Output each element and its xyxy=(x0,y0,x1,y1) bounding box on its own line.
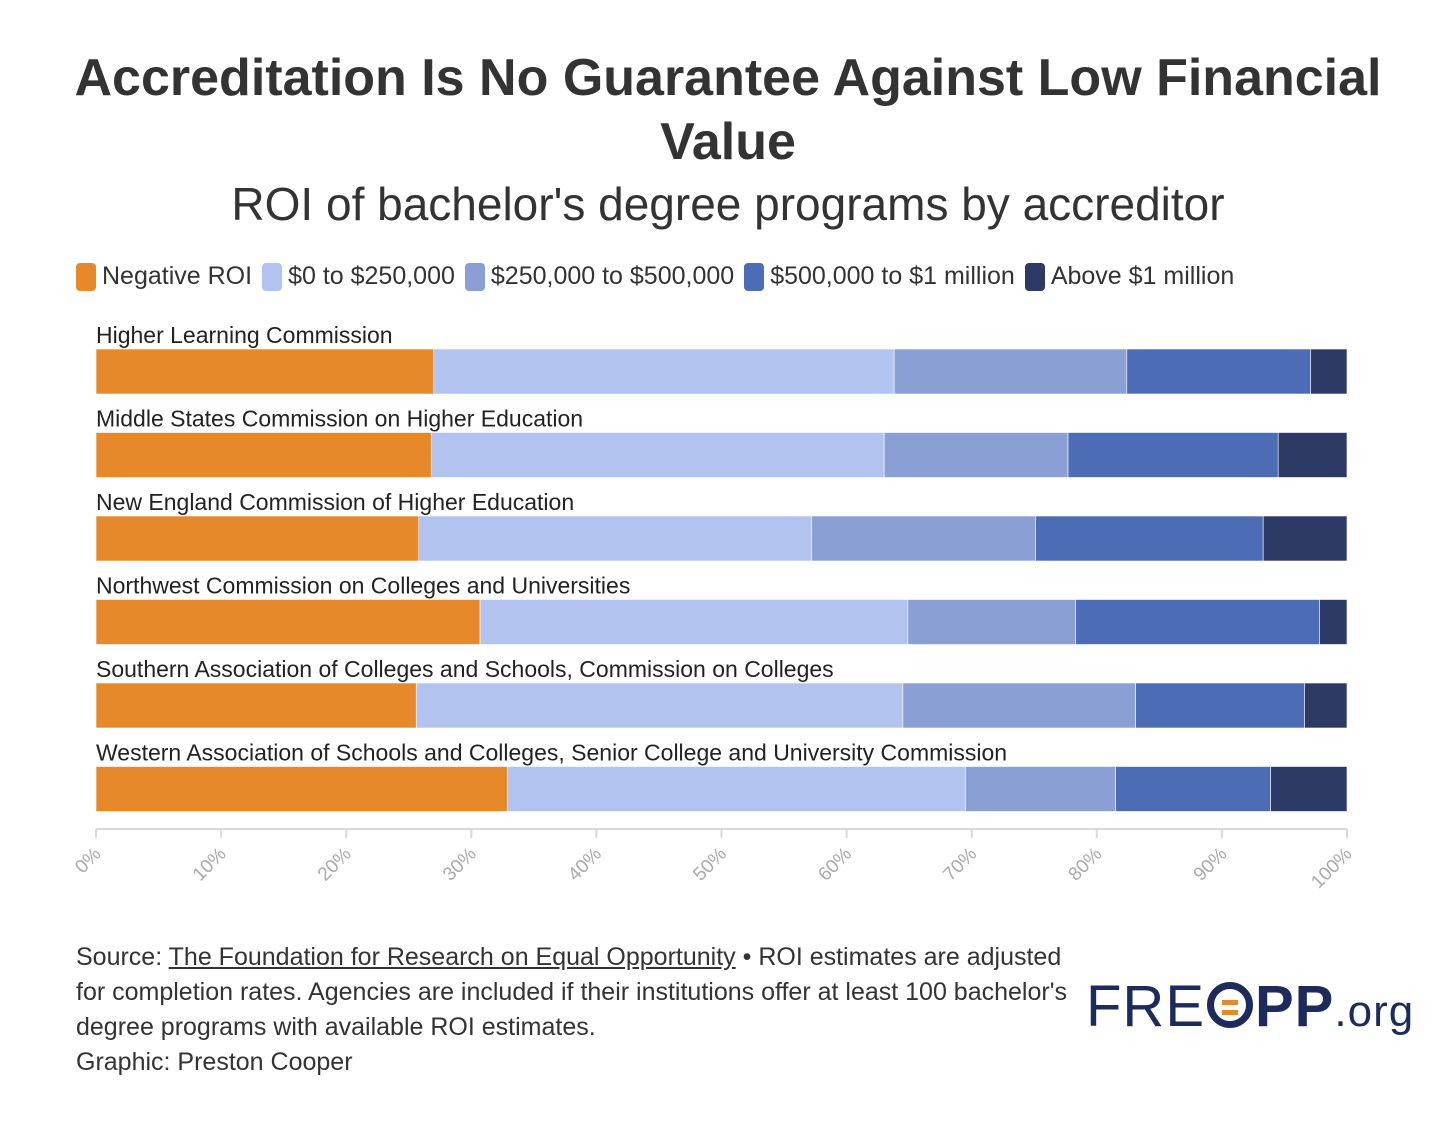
x-tick-label: 80% xyxy=(1065,844,1107,886)
logo-text-org: .org xyxy=(1334,987,1415,1036)
category-label: Western Association of Schools and Colle… xyxy=(96,740,1007,766)
bar-segment[interactable] xyxy=(479,599,909,645)
category-label: New England Commission of Higher Educati… xyxy=(96,489,574,515)
legend-swatch xyxy=(76,262,96,291)
bar-segment[interactable] xyxy=(430,432,885,478)
logo-text-fre: FRE xyxy=(1086,974,1205,1039)
chart-title: Accreditation Is No Guarantee Against Lo… xyxy=(74,49,1382,171)
legend-label: $500,000 to $1 million xyxy=(770,262,1015,290)
bar-segment[interactable] xyxy=(1115,766,1271,812)
bar-segment[interactable] xyxy=(1277,432,1348,478)
x-tick-label: 100% xyxy=(1307,844,1356,893)
logo-o-mark-icon xyxy=(1207,982,1253,1028)
bar-segment[interactable] xyxy=(95,432,432,478)
category-label: Middle States Commission on Higher Educa… xyxy=(96,406,583,432)
footer-note-text: • ROI estimates are adjusted for complet… xyxy=(76,943,1067,1041)
bar-segment[interactable] xyxy=(1310,348,1348,395)
x-tick-label: 0% xyxy=(71,844,105,878)
bar-segment[interactable] xyxy=(1075,599,1320,645)
bar-segment[interactable] xyxy=(433,348,895,395)
bar-segment[interactable] xyxy=(418,515,812,562)
source-link[interactable]: The Foundation for Research on Equal Opp… xyxy=(168,943,736,971)
legend-label: Negative ROI xyxy=(102,262,253,290)
legend-label: $0 to $250,000 xyxy=(288,262,455,290)
x-tick-label: 30% xyxy=(439,844,481,886)
bar-segment[interactable] xyxy=(1126,348,1312,395)
category-label: Northwest Commission on Colleges and Uni… xyxy=(96,573,630,599)
bar-segment[interactable] xyxy=(907,599,1076,645)
bar-segment[interactable] xyxy=(507,766,966,812)
chart-subtitle: ROI of bachelor's degree programs by acc… xyxy=(231,178,1225,230)
bar-segment[interactable] xyxy=(95,682,417,729)
source-prefix: Source: xyxy=(76,943,169,971)
category-label: Higher Learning Commission xyxy=(96,322,393,348)
legend-label: $250,000 to $500,000 xyxy=(490,262,735,290)
bar-segment[interactable] xyxy=(811,515,1036,562)
bar-segment[interactable] xyxy=(95,348,435,395)
bar-segment[interactable] xyxy=(902,682,1136,729)
graphic-credit: Graphic: Preston Cooper xyxy=(76,1048,353,1076)
bar-segment[interactable] xyxy=(1304,682,1348,729)
x-tick-label: 20% xyxy=(314,844,356,886)
legend-item[interactable]: $250,000 to $500,000 xyxy=(464,262,735,291)
bar-segment[interactable] xyxy=(1067,432,1279,478)
category-label: Southern Association of Colleges and Sch… xyxy=(96,656,834,682)
legend-swatch xyxy=(262,262,283,291)
bar-segment[interactable] xyxy=(95,766,508,812)
legend-swatch xyxy=(1024,262,1045,291)
bar-segment[interactable] xyxy=(1270,766,1348,812)
x-tick-label: 70% xyxy=(939,844,981,886)
bar-segment[interactable] xyxy=(1319,599,1348,645)
legend-item[interactable]: $500,000 to $1 million xyxy=(744,262,1015,291)
bar-segment[interactable] xyxy=(95,515,420,562)
stacked-bar-chart: Higher Learning Commission Middle States … xyxy=(71,322,1356,893)
logo-text-pp: PP xyxy=(1255,974,1335,1039)
legend-swatch xyxy=(744,262,765,291)
legend-item[interactable]: Negative ROI xyxy=(76,262,252,291)
bar-segment[interactable] xyxy=(893,348,1128,395)
bar-segment[interactable] xyxy=(1035,515,1264,562)
freopp-logo: FRE PP.org xyxy=(1086,972,1414,1047)
bar-segment[interactable] xyxy=(965,766,1116,812)
legend: Negative ROI $0 to $250,000 $250,000 to $5… xyxy=(76,262,1244,291)
legend-swatch xyxy=(464,262,485,291)
x-tick-label: 10% xyxy=(189,844,231,886)
bar-segment[interactable] xyxy=(883,432,1069,478)
legend-label: Above $1 million xyxy=(1050,262,1235,290)
x-tick-label: 40% xyxy=(564,844,606,886)
bar-segment[interactable] xyxy=(1135,682,1305,729)
x-tick-label: 50% xyxy=(689,844,731,886)
footer-note: Source: The Foundation for Research on E… xyxy=(76,940,1086,1080)
bar-segment[interactable] xyxy=(1262,515,1348,562)
x-tick-label: 90% xyxy=(1190,844,1232,886)
bar-segment[interactable] xyxy=(415,682,904,729)
legend-item[interactable]: Above $1 million xyxy=(1024,262,1235,291)
x-tick-label: 60% xyxy=(814,844,856,886)
legend-item[interactable]: $0 to $250,000 xyxy=(262,262,455,291)
bar-segment[interactable] xyxy=(95,599,481,645)
